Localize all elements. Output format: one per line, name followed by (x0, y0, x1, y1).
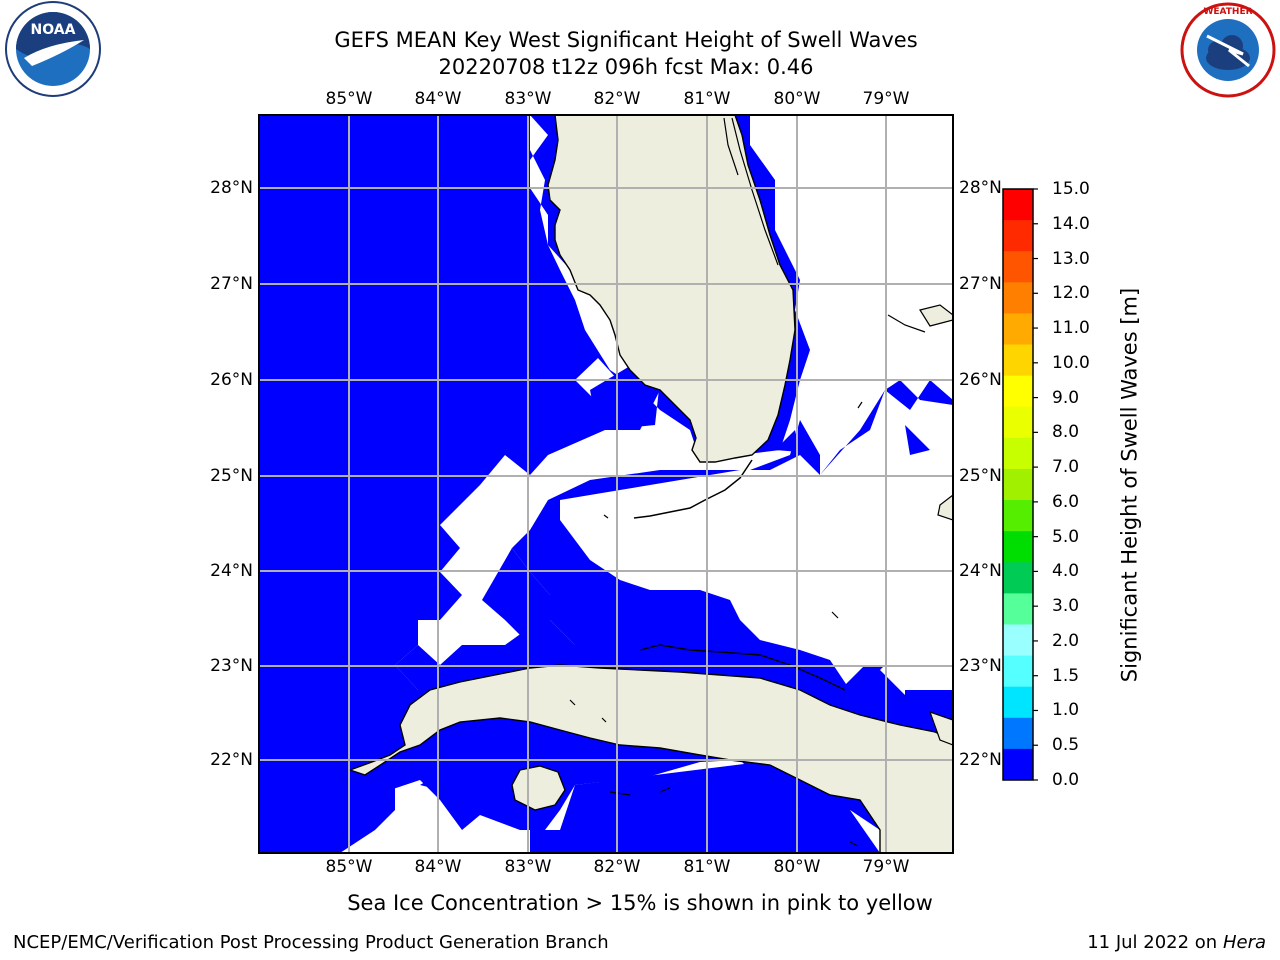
colorbar-segment (1003, 531, 1033, 563)
colorbar-tick-label: 7.0 (1052, 457, 1080, 478)
ocean-field (259, 115, 953, 853)
colorbar-tick-label: 5.0 (1052, 526, 1080, 547)
lat-label-right: 25°N (959, 466, 1002, 486)
colorbar-tick-label: 6.0 (1052, 491, 1080, 512)
colorbar-tick-label: 10.0 (1052, 352, 1090, 373)
footer-date: 11 Jul 2022 on Hera (1087, 932, 1266, 954)
lon-label-bottom: 82°W (593, 857, 641, 877)
lon-label-top: 83°W (504, 89, 552, 109)
chart-title: GEFS MEAN Key West Significant Height of… (334, 28, 918, 52)
lon-label-top: 84°W (414, 89, 462, 109)
chart-subtitle: 20220708 t12z 096h fcst Max: 0.46 (438, 55, 814, 79)
lat-label-right: 27°N (959, 274, 1002, 294)
colorbar-tick-label: 0.5 (1052, 735, 1080, 756)
svg-text:WEATHER: WEATHER (1203, 7, 1252, 17)
sea-ice-note: Sea Ice Concentration > 15% is shown in … (347, 891, 933, 915)
lon-label-bottom: 79°W (862, 857, 910, 877)
colorbar-segment (1003, 437, 1033, 470)
lon-label-bottom: 83°W (504, 857, 552, 877)
nws-logo: WEATHER (1180, 2, 1276, 98)
colorbar-tick-label: 4.0 (1052, 561, 1080, 582)
footer-credit: NCEP/EMC/Verification Post Processing Pr… (13, 932, 609, 953)
cuba-land (347, 664, 953, 853)
lat-label-right: 26°N (959, 370, 1002, 390)
footer-host: Hera (1222, 932, 1266, 953)
lon-label-bottom: 84°W (414, 857, 462, 877)
colorbar-tick-label: 15.0 (1052, 179, 1090, 199)
lon-label-top: 82°W (593, 89, 641, 109)
florida-land (547, 115, 796, 463)
lon-label-top: 80°W (773, 89, 821, 109)
graticule (259, 115, 953, 853)
lat-label-left: 22°N (210, 750, 253, 770)
colorbar-segment (1003, 313, 1033, 346)
colorbar-tick-label: 0.0 (1052, 770, 1080, 790)
colorbar-tick-label: 12.0 (1052, 283, 1090, 304)
ocean-patches (259, 360, 953, 853)
lat-label-right: 23°N (959, 656, 1002, 676)
lat-label-left: 27°N (210, 274, 253, 294)
lat-label-right: 22°N (959, 750, 1002, 770)
colorbar-tick-label: 2.0 (1052, 630, 1080, 651)
colorbar-segment (1003, 717, 1033, 750)
lat-label-right: 28°N (959, 178, 1002, 198)
colorbar-segment (1003, 686, 1033, 719)
colorbar-tick-label: 1.5 (1052, 665, 1080, 686)
lon-label-bottom: 80°W (773, 857, 821, 877)
lon-label-top: 85°W (325, 89, 373, 109)
svg-text:NOAA: NOAA (31, 22, 76, 38)
colorbar-segment (1003, 593, 1033, 625)
lat-label-left: 24°N (210, 561, 253, 581)
lon-label-bottom: 85°W (325, 857, 373, 877)
lat-label-left: 25°N (210, 466, 253, 486)
colorbar-tick-label: 8.0 (1052, 422, 1080, 443)
lat-label-left: 26°N (210, 370, 253, 390)
lat-label-left: 23°N (210, 656, 253, 676)
lat-label-left: 28°N (210, 178, 253, 198)
colorbar-tick-label: 11.0 (1052, 318, 1090, 339)
nodata-regions (259, 115, 953, 853)
colorbar-segment (1003, 406, 1033, 439)
colorbar-tick-label: 1.0 (1052, 700, 1080, 721)
footer-date-text: 11 Jul 2022 on (1087, 932, 1223, 953)
lon-label-bottom: 81°W (683, 857, 731, 877)
colorbar-segment (1003, 624, 1033, 657)
colorbar-tick-label: 14.0 (1052, 213, 1090, 234)
colorbar-tick-label: 13.0 (1052, 248, 1090, 269)
colorbar-segment (1003, 500, 1033, 532)
colorbar-tick-label: 9.0 (1052, 387, 1080, 408)
isla-juventud (511, 765, 566, 811)
colorbar-tick-label: 3.0 (1052, 596, 1080, 617)
colorbar-title: Significant Height of Swell Waves [m] (1117, 287, 1142, 683)
lon-label-top: 81°W (683, 89, 731, 109)
colorbar-segment (1003, 220, 1033, 252)
map-frame (258, 114, 954, 854)
lon-label-top: 79°W (862, 89, 910, 109)
noaa-logo: NOAA (5, 1, 101, 97)
lat-label-right: 24°N (959, 561, 1002, 581)
